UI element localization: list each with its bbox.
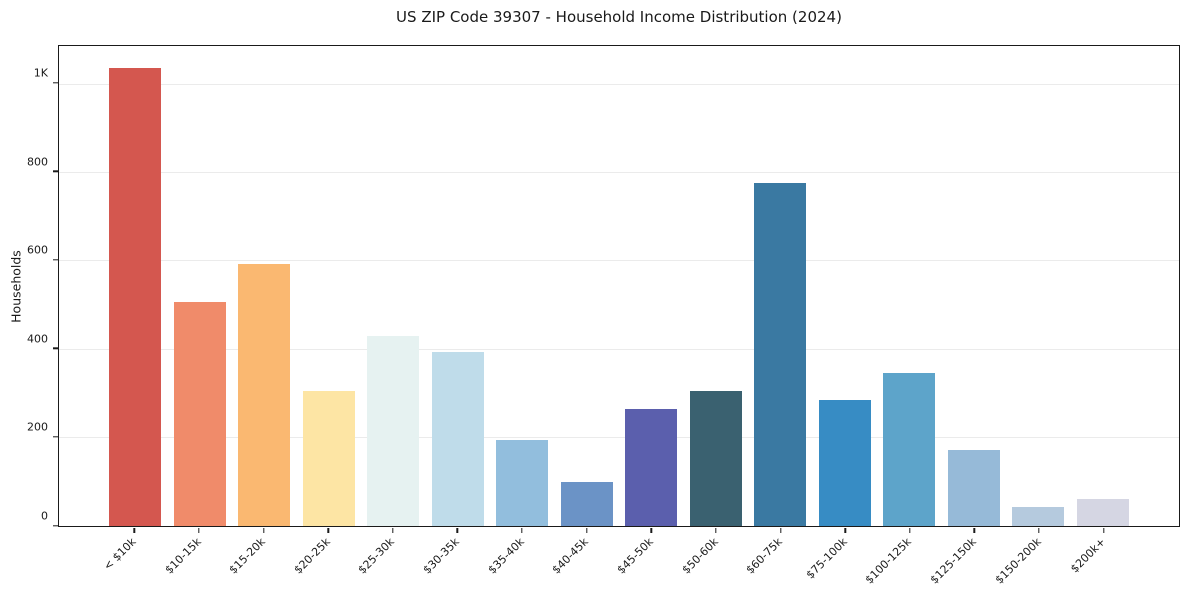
- x-tick-label: $30-35k: [420, 535, 462, 577]
- y-tick-label-200: 200: [27, 420, 48, 434]
- bar-10-15k: [173, 301, 226, 526]
- x-tick-label: $35-40k: [485, 535, 527, 577]
- x-tick-mark: [715, 528, 717, 533]
- x-axis: < $10k $10-15k $15-20k $20-25k $25-30k $30-35…: [58, 528, 1180, 590]
- bar-cell: [426, 46, 491, 526]
- bar-cell: [232, 46, 297, 526]
- x-tick-mark: [844, 528, 846, 533]
- x-tick-mark: [392, 528, 394, 533]
- bar-cell: [490, 46, 555, 526]
- x-cell: $50-60k: [679, 528, 749, 590]
- bar-cell: [684, 46, 749, 526]
- x-tick-label: $50-60k: [679, 535, 721, 577]
- chart-title: US ZIP Code 39307 - Household Income Dis…: [396, 8, 842, 26]
- x-tick-mark: [779, 528, 782, 533]
- bar-cell: [942, 46, 1007, 526]
- bar-cell: [1071, 46, 1136, 526]
- x-tick-mark: [909, 528, 911, 533]
- bar-cell: [813, 46, 878, 526]
- x-cell: $35-40k: [485, 528, 555, 590]
- y-tick-mark-600: [53, 259, 58, 261]
- x-cell: $20-25k: [291, 528, 361, 590]
- y-tick-mark-400: [53, 347, 58, 350]
- x-cell: $15-20k: [227, 528, 296, 590]
- y-tick-label-600: 600: [27, 243, 48, 257]
- x-tick-mark: [973, 528, 976, 533]
- x-cell: $125-150k: [928, 528, 1007, 590]
- x-cell: < $10k: [101, 528, 167, 590]
- y-tick-mark-1K: [53, 81, 58, 84]
- bar-40-45k: [560, 482, 613, 526]
- x-cell: $45-50k: [615, 528, 684, 590]
- gridline-1K: [59, 83, 1179, 85]
- y-tick-mark-800: [53, 170, 58, 172]
- x-tick-label: $45-50k: [614, 535, 656, 577]
- bar-cell: [555, 46, 620, 526]
- x-tick-mark: [133, 528, 136, 533]
- x-tick-label: $25-30k: [356, 535, 398, 577]
- y-tick-label-0: 0: [41, 509, 48, 523]
- bars-layer: [59, 46, 1179, 526]
- x-tick-label: $15-20k: [226, 535, 269, 577]
- x-cell: $150-200k: [992, 528, 1072, 590]
- x-tick-mark: [1038, 528, 1040, 533]
- bar-15-20k: [238, 264, 291, 526]
- y-tick-mark-200: [53, 436, 58, 438]
- bar-100-125k: [883, 372, 936, 526]
- bar-cell: [748, 46, 813, 526]
- bar-45-50k: [625, 409, 678, 526]
- x-tick-mark: [1102, 528, 1105, 533]
- y-tick-label-800: 800: [27, 155, 48, 169]
- bar-cell: [619, 46, 684, 526]
- plot-area: [58, 45, 1180, 527]
- x-tick-mark: [327, 528, 329, 533]
- x-tick-label: $10-15k: [162, 535, 204, 577]
- x-tick-label: $20-25k: [291, 535, 333, 577]
- bar-35-40k: [496, 439, 549, 526]
- x-cell: $10-15k: [162, 528, 232, 590]
- x-tick-label: $200k+: [1068, 535, 1109, 576]
- bar-cell: [168, 46, 233, 526]
- y-tick-label-1K: 1K: [33, 66, 48, 80]
- bar-50-60k: [689, 391, 742, 526]
- bar-200k+: [1076, 498, 1129, 526]
- gridline-600: [59, 260, 1179, 262]
- x-cell: $75-100k: [803, 528, 878, 590]
- bar-cell: [877, 46, 942, 526]
- x-cell: $25-30k: [356, 528, 426, 590]
- bar-cell: [297, 46, 362, 526]
- y-tick-mark-0: [53, 524, 58, 527]
- bar-125-150k: [947, 450, 1000, 526]
- x-cell: $30-35k: [421, 528, 490, 590]
- bar-cell: [103, 46, 168, 526]
- x-cell: $100-125k: [863, 528, 943, 590]
- bar-20-25k: [302, 391, 355, 526]
- x-tick-label: < $10k: [101, 535, 139, 573]
- x-cell: $200k+: [1068, 528, 1136, 590]
- x-cell: $40-45k: [549, 528, 619, 590]
- bar-25-30k: [367, 336, 420, 526]
- x-tick-mark: [456, 528, 459, 533]
- gridline-200: [59, 436, 1179, 438]
- bar-cell: [1006, 46, 1071, 526]
- gridline-800: [59, 172, 1179, 174]
- x-tick-mark: [198, 528, 200, 533]
- x-tick-mark: [262, 528, 265, 533]
- bar-75-100k: [818, 399, 871, 526]
- x-tick-label: $60-75k: [743, 535, 786, 577]
- x-tick-mark: [585, 528, 588, 533]
- bar-10k: [109, 68, 162, 526]
- x-tick-label: $40-45k: [549, 535, 592, 577]
- gridline-400: [59, 348, 1179, 350]
- y-axis: 0 200 400 600 800 1K: [0, 45, 58, 527]
- bar-60-75k: [754, 183, 807, 526]
- y-tick-label-400: 400: [27, 332, 48, 346]
- x-tick-mark: [650, 528, 653, 533]
- bar-150-200k: [1012, 507, 1065, 526]
- bar-cell: [361, 46, 426, 526]
- x-cell: $60-75k: [744, 528, 813, 590]
- x-tick-mark: [521, 528, 523, 533]
- bar-30-35k: [431, 352, 484, 526]
